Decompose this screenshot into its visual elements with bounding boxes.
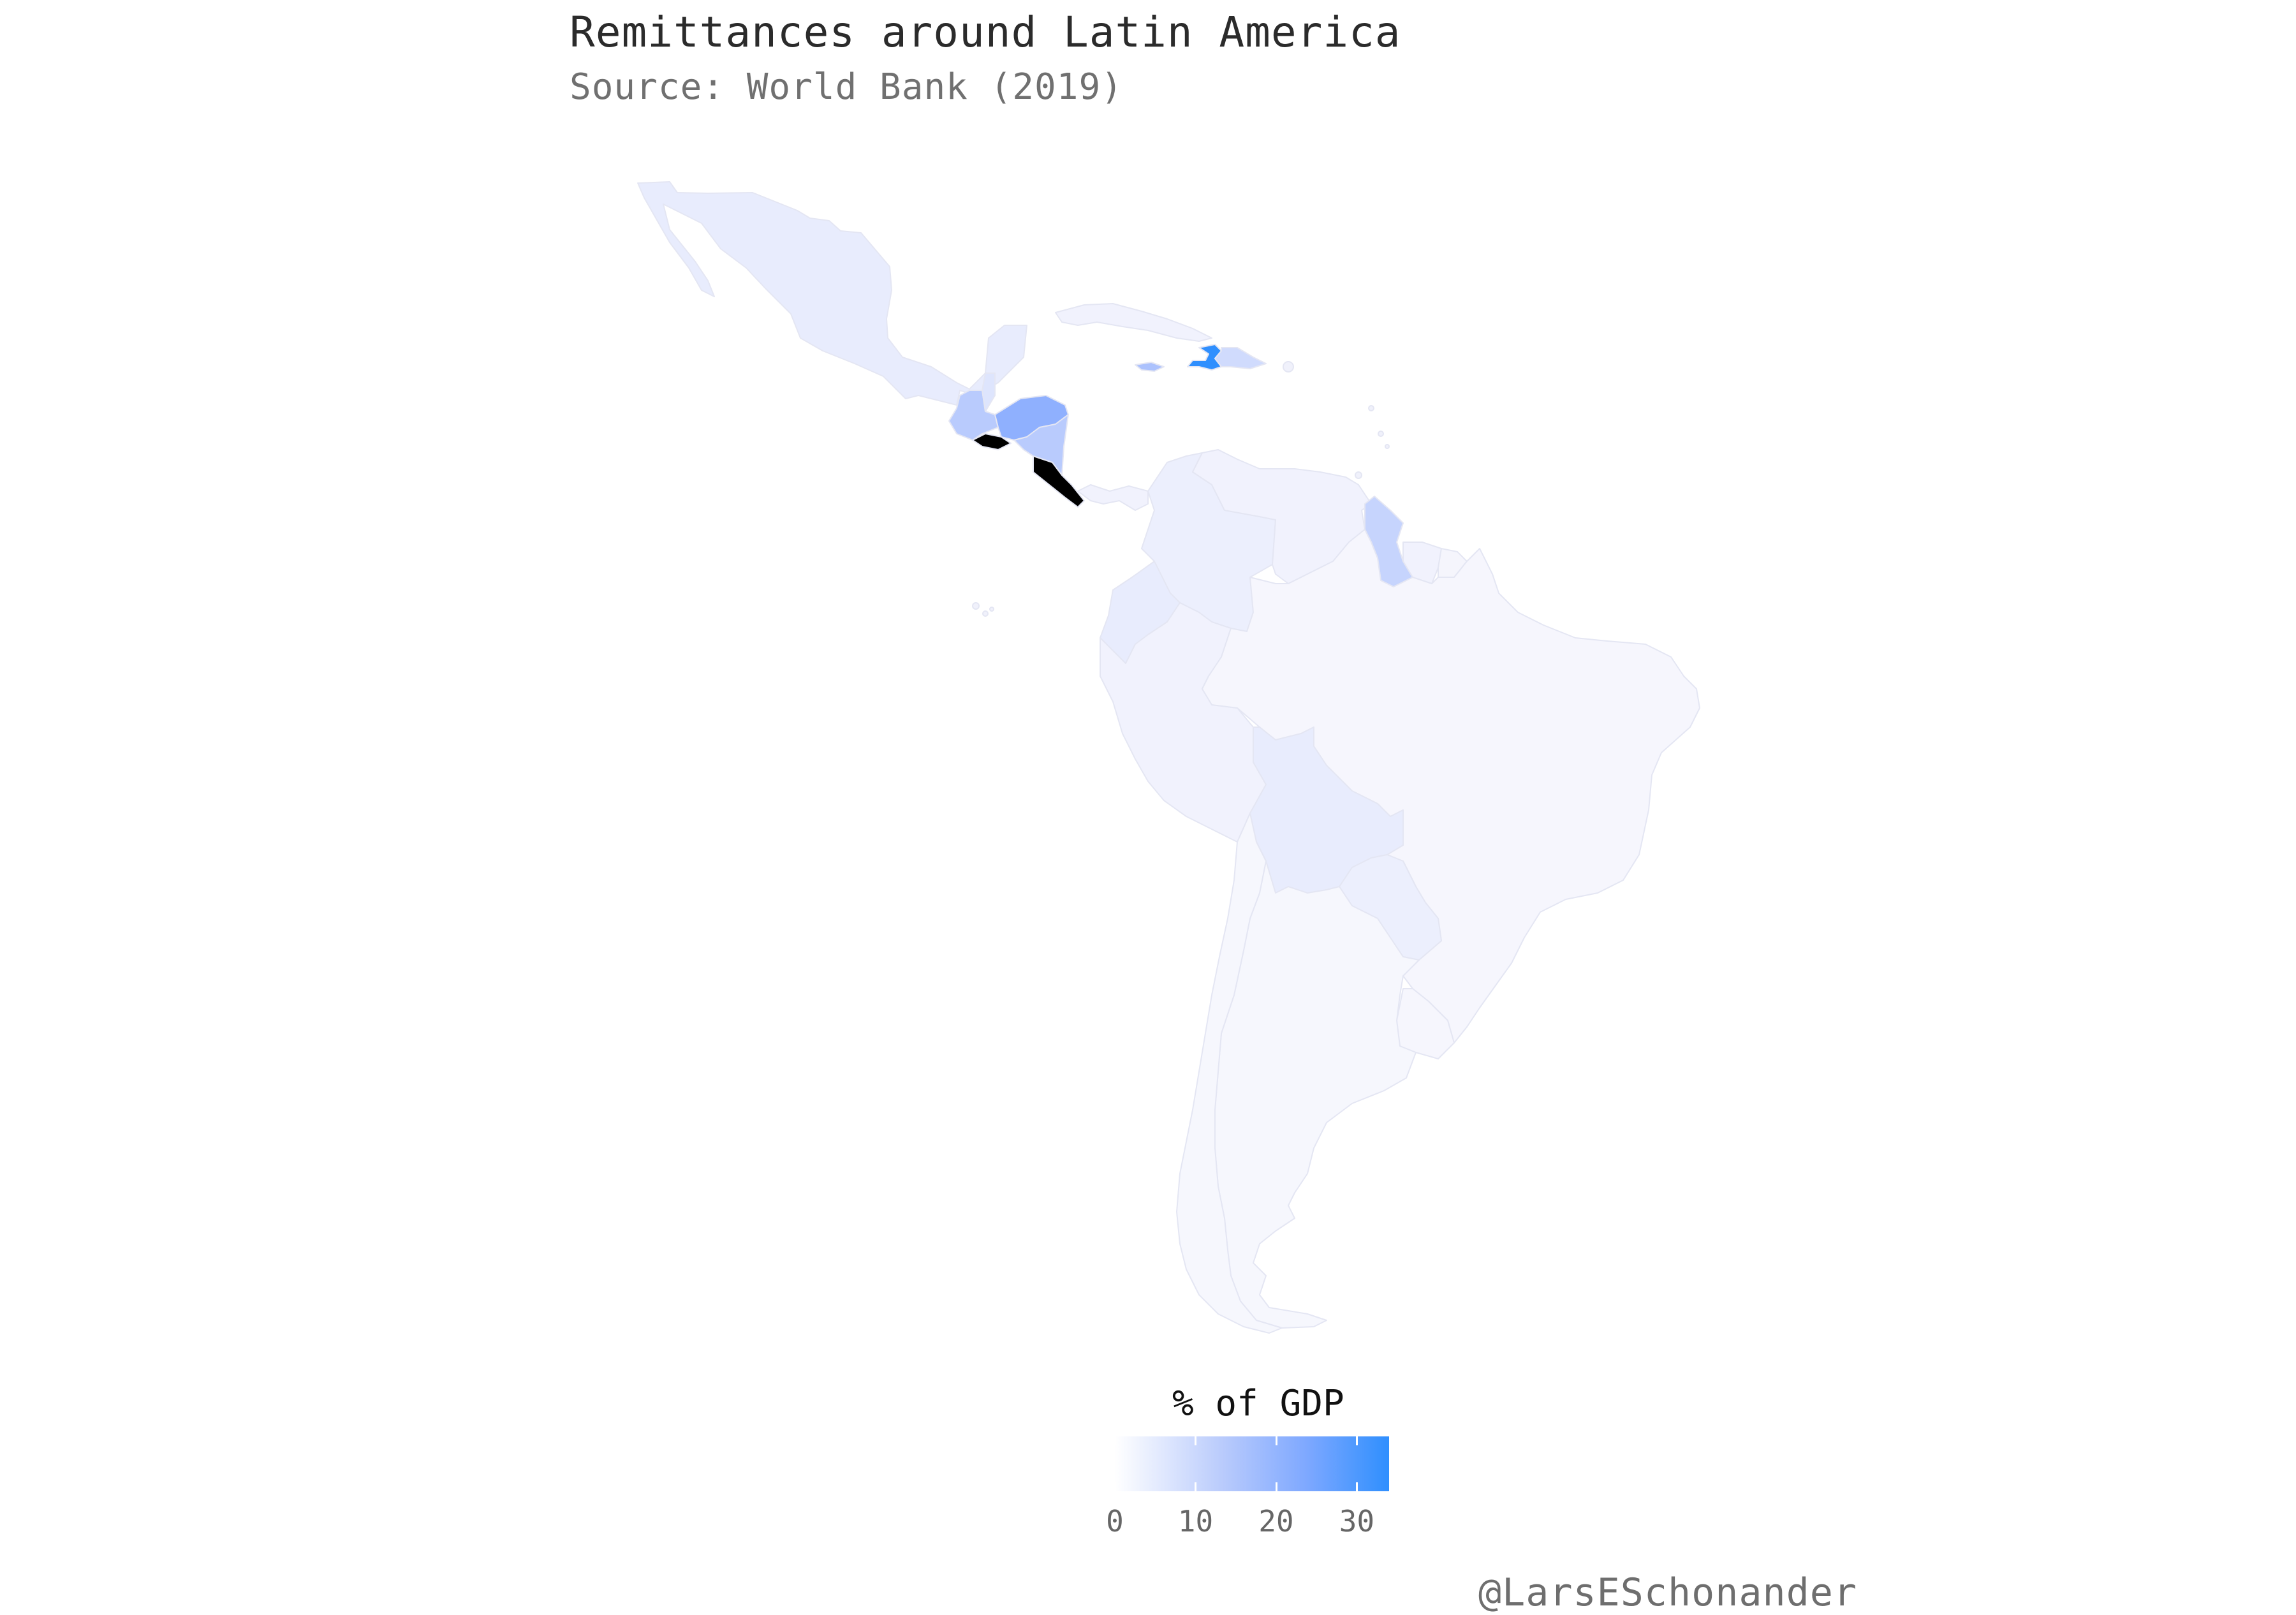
Dominican-Republic xyxy=(1214,347,1267,369)
Cuba xyxy=(1055,303,1212,342)
El Salvador xyxy=(972,433,1012,450)
Mexico xyxy=(637,181,1027,406)
legend-tick-mark xyxy=(1356,1482,1358,1491)
legend-tick-mark xyxy=(1195,1482,1197,1491)
Jamaica xyxy=(1135,362,1165,372)
legend-tick-mark xyxy=(1114,1436,1116,1445)
puerto-rico xyxy=(1283,361,1294,372)
Nicaragua xyxy=(1013,414,1069,476)
Costa Rica xyxy=(1033,455,1085,508)
legend-tick-mark xyxy=(1275,1482,1277,1491)
legend-color-bar xyxy=(1115,1436,1389,1491)
caribbean-islands xyxy=(972,361,1390,617)
legend-tick-mark xyxy=(1114,1482,1116,1491)
Suriname xyxy=(1402,542,1442,584)
legend-tick-label: 30 xyxy=(1339,1504,1375,1538)
legend-tick-mark xyxy=(1195,1436,1197,1445)
legend-tick-label: 10 xyxy=(1177,1504,1214,1538)
legend-tick-mark xyxy=(1356,1436,1358,1445)
Chile xyxy=(1176,813,1283,1334)
Belize xyxy=(982,372,996,412)
legend-tick-label: 0 xyxy=(1106,1504,1124,1538)
Haiti xyxy=(1187,344,1222,371)
Panama xyxy=(1077,484,1149,511)
author-credit: @LarsESchonander xyxy=(1478,1570,1857,1615)
map-subtitle: Source: World Bank (2019) xyxy=(570,66,1123,108)
legend-title: % of GDP xyxy=(1172,1383,1344,1424)
legend-tick-mark xyxy=(1275,1436,1277,1445)
legend-tick-label: 20 xyxy=(1258,1504,1294,1538)
map-title: Remittances around Latin America xyxy=(570,8,1401,57)
